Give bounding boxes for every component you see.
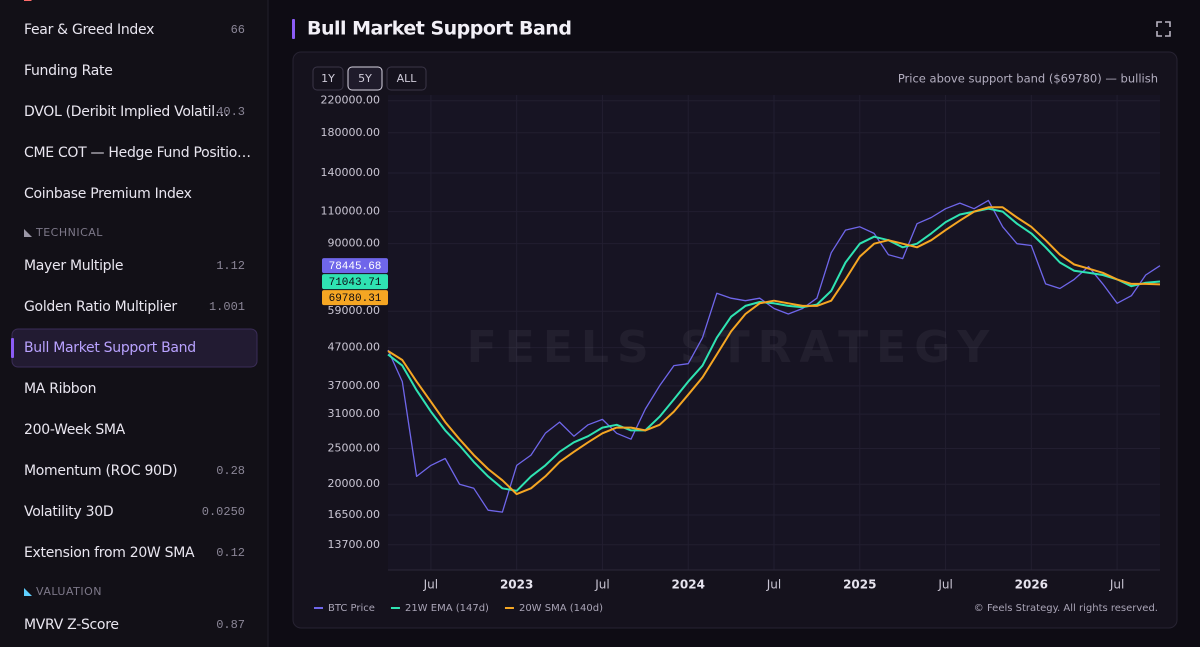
y-tick-label: 110000.00 bbox=[321, 205, 381, 218]
legend-label: BTC Price bbox=[328, 603, 375, 614]
nav-item[interactable]: Volatility 30D bbox=[24, 504, 114, 520]
y-tick-label: 16500.00 bbox=[328, 508, 381, 521]
current-value-tag bbox=[322, 290, 388, 306]
current-value-tag bbox=[322, 258, 388, 274]
x-tick-label: Jul bbox=[766, 578, 781, 592]
nav-item-value: 0.87 bbox=[216, 618, 245, 632]
nav-item[interactable]: Coinbase Premium Index bbox=[24, 186, 192, 202]
y-tick-label: 220000.00 bbox=[321, 94, 381, 107]
x-tick-label: 2023 bbox=[500, 578, 533, 592]
range-button-label: ALL bbox=[397, 72, 418, 85]
legend-label: 21W EMA (147d) bbox=[405, 603, 489, 614]
section-icon bbox=[24, 588, 32, 596]
y-tick-label: 90000.00 bbox=[328, 237, 381, 250]
y-tick-label: 25000.00 bbox=[328, 442, 381, 455]
range-button[interactable] bbox=[312, 66, 344, 91]
nav-item-value: 1.001 bbox=[209, 300, 245, 314]
y-tick-label: 140000.00 bbox=[321, 166, 381, 179]
x-tick-label: 2025 bbox=[843, 578, 876, 592]
nav-item[interactable]: Funding Rate bbox=[24, 63, 113, 79]
footer: © Feels Strategy. All rights reserved. bbox=[974, 603, 1158, 614]
section-title: TECHNICAL bbox=[35, 226, 103, 239]
nav-item[interactable]: CME COT — Hedge Fund Positio… bbox=[24, 145, 251, 161]
range-button-label: 5Y bbox=[358, 72, 372, 85]
series-line bbox=[387, 199, 1161, 513]
active-item-bar bbox=[11, 338, 14, 358]
nav-item[interactable]: Momentum (ROC 90D) bbox=[24, 463, 178, 479]
current-value-label: 78445.68 bbox=[329, 261, 382, 273]
x-tick-label: Jul bbox=[937, 578, 952, 592]
range-button[interactable] bbox=[347, 66, 383, 91]
nav-item-value: 0.12 bbox=[216, 546, 245, 560]
section-title: SENTIMENT bbox=[36, 0, 104, 3]
y-tick-label: 31000.00 bbox=[328, 407, 381, 420]
current-value-label: 69780.31 bbox=[329, 293, 382, 305]
y-tick-label: 13700.00 bbox=[328, 538, 381, 551]
nav-item[interactable]: MA Ribbon bbox=[24, 381, 97, 397]
nav-item-value: 1.12 bbox=[216, 259, 245, 273]
x-tick-label: Jul bbox=[1109, 578, 1124, 592]
nav-item[interactable]: Bull Market Support Band bbox=[24, 340, 196, 356]
current-value-label: 71043.71 bbox=[329, 277, 382, 289]
x-tick-label: Jul bbox=[594, 578, 609, 592]
nav-item-value: 40.3 bbox=[216, 105, 245, 119]
x-tick-label: Jul bbox=[423, 578, 438, 592]
nav-item[interactable]: Mayer Multiple bbox=[24, 258, 123, 274]
section-icon bbox=[24, 0, 32, 1]
section-icon bbox=[24, 229, 32, 237]
y-tick-label: 47000.00 bbox=[328, 341, 381, 354]
annotation: Price above support band ($69780) — bull… bbox=[898, 72, 1158, 86]
series-line bbox=[387, 207, 1161, 492]
x-tick-label: 2024 bbox=[672, 578, 705, 592]
nav-item[interactable]: Fear & Greed Index bbox=[24, 22, 154, 38]
current-value-tag bbox=[322, 274, 388, 290]
range-button-label: 1Y bbox=[321, 72, 335, 85]
watermark: FEELS STRATEGY bbox=[467, 322, 998, 373]
nav-item[interactable]: DVOL (Deribit Implied Volatil… bbox=[24, 104, 229, 120]
nav-item-value: 0.28 bbox=[216, 464, 245, 478]
y-tick-label: 37000.00 bbox=[328, 379, 381, 392]
y-tick-label: 59000.00 bbox=[328, 304, 381, 317]
page-title: Bull Market Support Band bbox=[307, 18, 571, 40]
title-accent bbox=[292, 19, 295, 39]
sidebar bbox=[0, 0, 268, 647]
nav-item-value: 66 bbox=[231, 23, 245, 37]
nav-item-value: 0.0250 bbox=[202, 505, 245, 519]
section-title: VALUATION bbox=[36, 585, 102, 598]
nav-item[interactable]: MVRV Z-Score bbox=[24, 617, 119, 633]
range-button[interactable] bbox=[386, 66, 427, 91]
expand-icon[interactable] bbox=[1156, 21, 1171, 37]
y-tick-label: 180000.00 bbox=[321, 126, 381, 139]
nav-item[interactable]: Golden Ratio Multiplier bbox=[24, 299, 178, 315]
nav-item[interactable]: Extension from 20W SMA bbox=[24, 545, 195, 561]
nav-item[interactable]: 200-Week SMA bbox=[24, 422, 126, 438]
series-line bbox=[387, 206, 1161, 496]
y-tick-label: 20000.00 bbox=[328, 477, 381, 490]
legend-label: 20W SMA (140d) bbox=[519, 603, 603, 614]
x-tick-label: 2026 bbox=[1015, 578, 1048, 592]
